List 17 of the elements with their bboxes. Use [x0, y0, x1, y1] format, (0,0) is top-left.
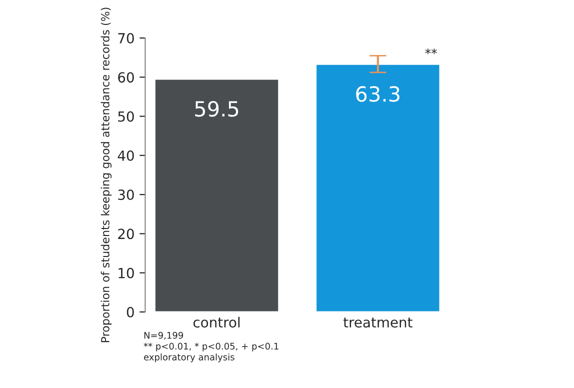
y-tick-label: 70 — [118, 32, 134, 44]
y-tick-label: 0 — [126, 306, 134, 318]
y-axis-title: Proportion of students keeping good attendance records (%) — [100, 8, 112, 342]
y-tick-label: 10 — [118, 268, 134, 278]
x-tick-label: control — [193, 316, 240, 328]
annotation: ** — [425, 48, 437, 54]
y-tick-label: 60 — [118, 72, 134, 83]
y-tick-label: 40 — [118, 150, 134, 161]
text: ** p<0.01, * p<0.05, + p<0.1 — [144, 342, 278, 352]
y-tick-label: 50 — [118, 111, 134, 122]
data-label: 59.5 — [195, 100, 238, 117]
x-tick-label: treatment — [343, 318, 412, 328]
text: N=9,199 — [144, 332, 184, 340]
y-tick-label: 20 — [118, 228, 134, 240]
text: exploratory analysis — [144, 353, 234, 362]
y-tick-label: 30 — [118, 190, 134, 200]
data-label: 63.3 — [356, 86, 400, 102]
